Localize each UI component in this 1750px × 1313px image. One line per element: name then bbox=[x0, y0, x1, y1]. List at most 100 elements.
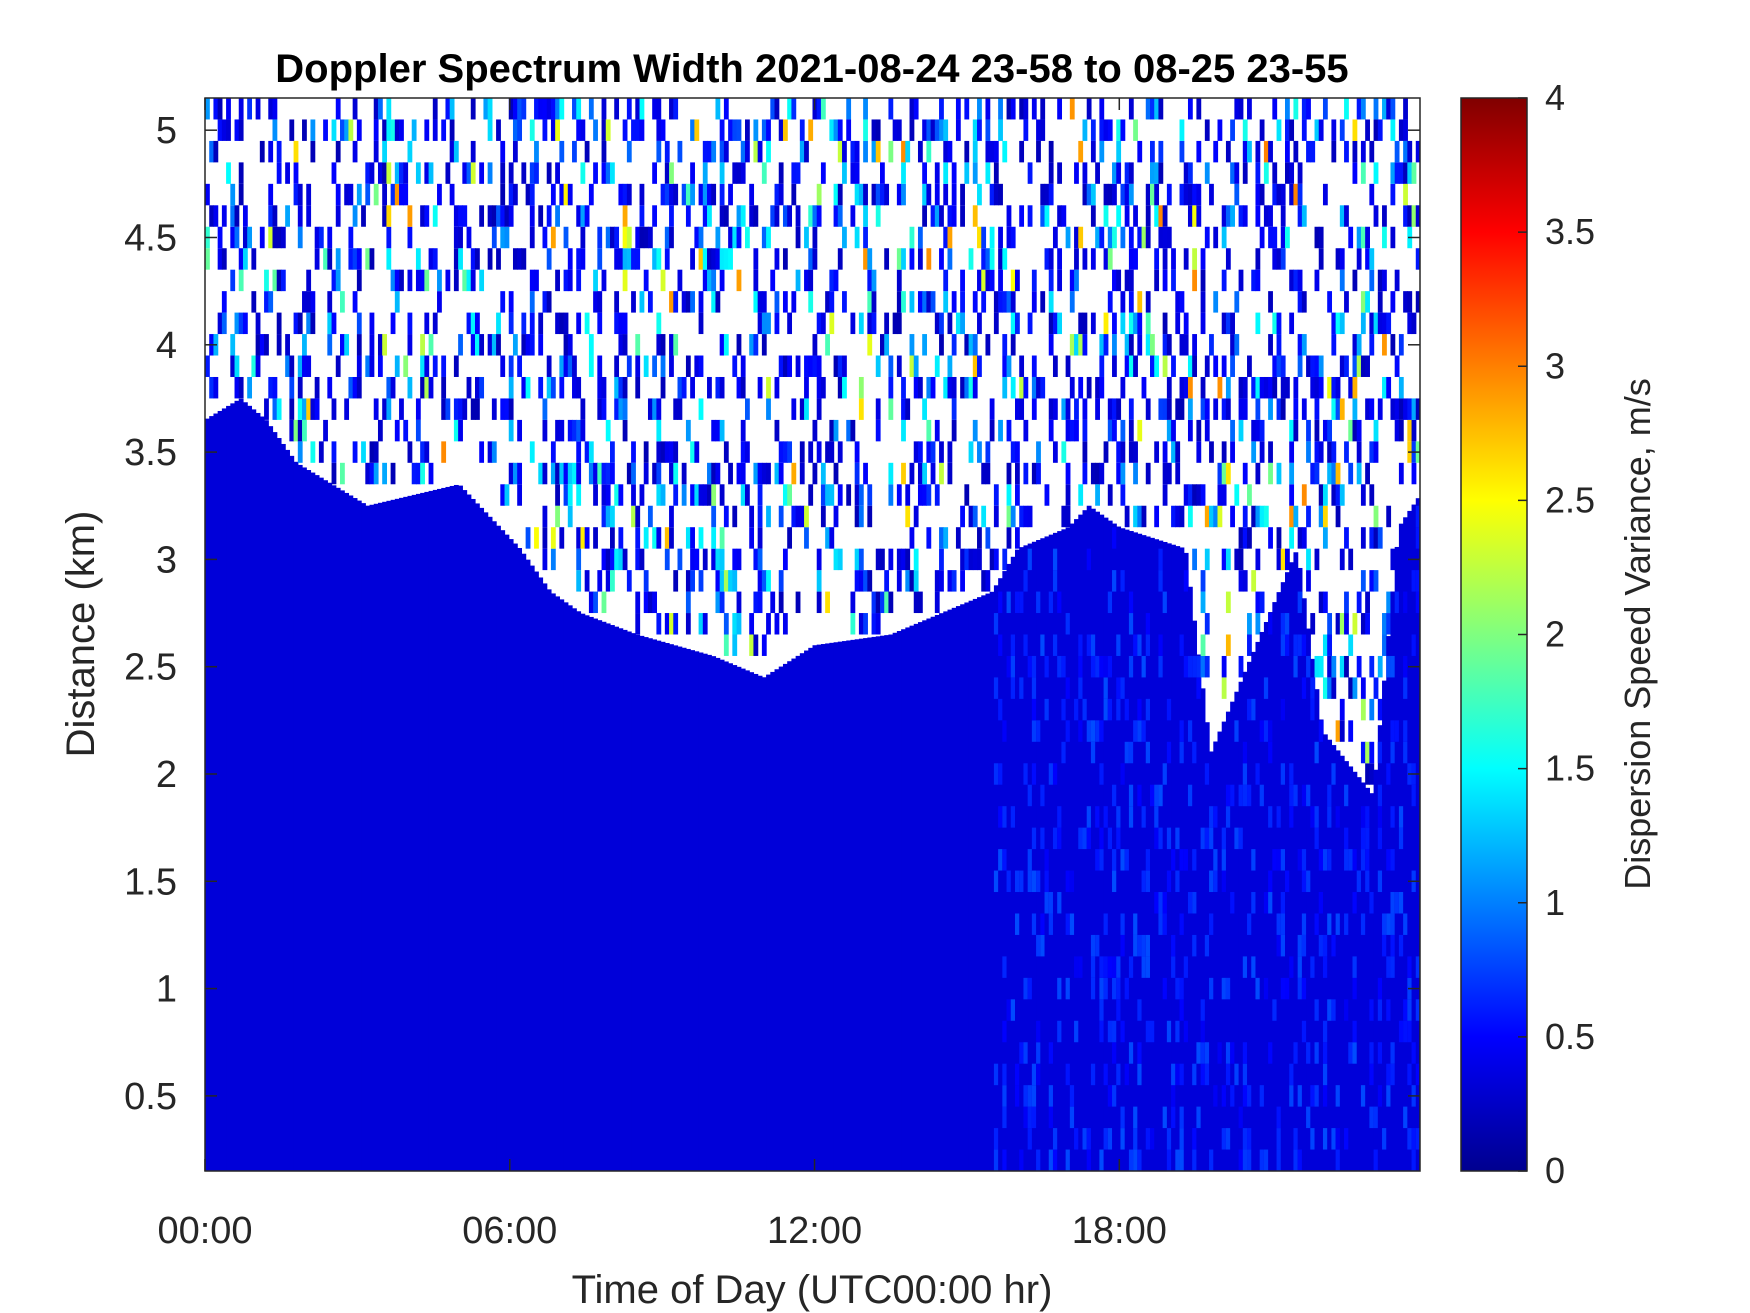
heatmap-cell bbox=[833, 205, 839, 227]
heatmap-cell bbox=[593, 162, 598, 184]
heatmap-column bbox=[580, 613, 586, 1171]
heatmap-cell bbox=[588, 355, 594, 377]
heatmap-cell bbox=[753, 334, 759, 356]
heatmap-cell bbox=[217, 98, 223, 120]
heatmap-cell bbox=[1158, 140, 1164, 163]
heatmap-cell bbox=[1036, 1042, 1041, 1064]
heatmap-cell bbox=[1162, 355, 1168, 377]
heatmap-cell bbox=[1331, 398, 1337, 420]
heatmap-cell bbox=[863, 205, 868, 227]
heatmap-cell bbox=[302, 398, 307, 420]
heatmap-cell bbox=[639, 291, 645, 313]
heatmap-cell bbox=[1175, 312, 1181, 335]
heatmap-cell bbox=[1204, 119, 1210, 141]
heatmap-cell bbox=[837, 484, 843, 506]
heatmap-cell bbox=[1276, 462, 1282, 485]
heatmap-cell bbox=[614, 98, 620, 120]
heatmap-cell bbox=[538, 462, 544, 485]
heatmap-cell bbox=[1120, 849, 1126, 871]
heatmap-cell bbox=[1377, 119, 1383, 141]
heatmap-cell bbox=[1154, 892, 1160, 914]
heatmap-cell bbox=[238, 183, 244, 206]
heatmap-cell bbox=[1099, 98, 1105, 120]
heatmap-cell bbox=[588, 462, 594, 485]
heatmap-cell bbox=[420, 205, 425, 227]
y-axis: 0.511.522.533.544.55 bbox=[124, 110, 1420, 1118]
heatmap-cell bbox=[1276, 548, 1282, 571]
colorbar-tick-label: 3.5 bbox=[1545, 211, 1595, 252]
heatmap-cell bbox=[922, 119, 928, 141]
heatmap-cell bbox=[428, 162, 434, 184]
heatmap-cell bbox=[757, 291, 763, 313]
heatmap-cell bbox=[213, 140, 219, 163]
heatmap-cell bbox=[1183, 376, 1189, 399]
heatmap-cell bbox=[1394, 892, 1400, 914]
heatmap-cell bbox=[352, 140, 358, 163]
heatmap-cell bbox=[1107, 226, 1113, 249]
heatmap-cell bbox=[1192, 741, 1198, 764]
heatmap-cell bbox=[217, 119, 223, 141]
heatmap-cell bbox=[1057, 977, 1063, 1000]
heatmap-cell bbox=[993, 162, 999, 184]
heatmap-cell bbox=[1103, 806, 1109, 828]
heatmap-cell bbox=[977, 269, 982, 292]
heatmap-cell bbox=[559, 312, 565, 335]
heatmap-cell bbox=[896, 119, 902, 141]
heatmap-cell bbox=[1086, 806, 1092, 828]
heatmap-cell bbox=[1369, 655, 1375, 678]
heatmap-cell bbox=[238, 269, 244, 292]
heatmap-column bbox=[424, 491, 430, 1171]
heatmap-cell bbox=[580, 527, 586, 549]
heatmap-cell bbox=[327, 376, 333, 399]
heatmap-cell bbox=[934, 419, 940, 442]
heatmap-cell bbox=[420, 441, 425, 463]
heatmap-cell bbox=[1179, 977, 1185, 1000]
heatmap-cell bbox=[1289, 484, 1295, 506]
heatmap-cell bbox=[272, 376, 278, 399]
heatmap-cell bbox=[1360, 355, 1366, 377]
heatmap-column bbox=[306, 470, 312, 1171]
heatmap-cell bbox=[791, 398, 797, 420]
heatmap-cell bbox=[947, 355, 953, 377]
heatmap-cell bbox=[1128, 956, 1134, 978]
heatmap-cell bbox=[1196, 655, 1202, 678]
heatmap-cell bbox=[635, 376, 641, 399]
heatmap-cell bbox=[1027, 548, 1033, 571]
heatmap-cell bbox=[1183, 248, 1189, 270]
heatmap-cell bbox=[601, 591, 607, 614]
heatmap-cell bbox=[728, 119, 733, 141]
heatmap-cell bbox=[293, 140, 299, 163]
heatmap-cell bbox=[732, 505, 738, 528]
heatmap-cell bbox=[1407, 162, 1413, 184]
heatmap-cell bbox=[1327, 634, 1333, 656]
heatmap-cell bbox=[664, 162, 670, 184]
heatmap-cell bbox=[1124, 977, 1130, 1000]
heatmap-cell bbox=[1065, 913, 1071, 935]
heatmap-cell bbox=[930, 119, 936, 141]
heatmap-cell bbox=[791, 505, 797, 528]
heatmap-cell bbox=[1331, 763, 1337, 785]
heatmap-cell bbox=[808, 119, 814, 141]
heatmap-cell bbox=[1200, 1020, 1206, 1043]
heatmap-cell bbox=[1052, 548, 1058, 571]
heatmap-cell bbox=[1175, 870, 1181, 893]
heatmap-cell bbox=[753, 548, 759, 571]
heatmap-cell bbox=[247, 98, 253, 120]
heatmap-cell bbox=[1263, 892, 1269, 914]
heatmap-cell bbox=[1382, 226, 1387, 249]
heatmap-cell bbox=[1348, 462, 1354, 485]
heatmap-cell bbox=[563, 355, 569, 377]
heatmap-column bbox=[707, 654, 712, 1171]
heatmap-column bbox=[293, 461, 299, 1171]
heatmap-cell bbox=[871, 291, 877, 313]
heatmap-column bbox=[255, 412, 261, 1171]
heatmap-cell bbox=[1103, 183, 1109, 206]
heatmap-cell bbox=[1238, 827, 1244, 850]
heatmap-cell bbox=[356, 376, 362, 399]
heatmap-cell bbox=[677, 269, 683, 292]
heatmap-cell bbox=[588, 334, 594, 356]
x-axis: 00:00 06:00 12:00 18:00 bbox=[157, 98, 1167, 1252]
heatmap-cell bbox=[719, 162, 725, 184]
heatmap-cell bbox=[1196, 98, 1202, 120]
heatmap-column bbox=[816, 644, 822, 1171]
